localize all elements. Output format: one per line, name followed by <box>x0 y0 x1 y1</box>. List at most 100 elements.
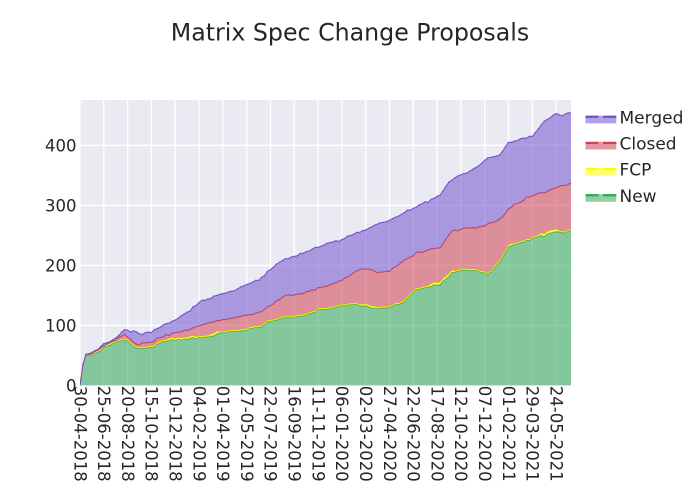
x-tick-label: 01-02-2021 <box>499 386 518 482</box>
y-tick-label: 100 <box>45 316 77 335</box>
point-marker <box>475 166 477 169</box>
point-marker <box>543 120 545 123</box>
point-marker <box>570 112 571 114</box>
point-marker <box>183 313 185 315</box>
point-marker <box>150 331 153 334</box>
point-marker <box>186 311 188 313</box>
point-marker <box>165 322 168 325</box>
point-marker <box>269 268 272 271</box>
x-tick-label: 29-03-2021 <box>523 386 542 482</box>
point-marker <box>257 279 260 282</box>
point-marker <box>335 240 337 242</box>
point-marker <box>82 363 84 366</box>
point-marker <box>350 234 352 237</box>
point-marker <box>498 154 501 156</box>
point-marker <box>219 293 221 295</box>
point-marker <box>469 170 471 172</box>
point-marker <box>231 290 233 292</box>
x-tick-label: 24-05-2021 <box>546 386 565 482</box>
point-marker <box>135 331 138 333</box>
point-marker <box>228 291 230 293</box>
point-marker <box>326 242 328 244</box>
point-marker <box>302 252 304 255</box>
x-tick-label: 17-08-2020 <box>427 386 446 482</box>
legend-label: Closed <box>620 134 677 154</box>
point-marker <box>341 238 343 241</box>
point-marker <box>275 263 278 265</box>
point-marker <box>233 289 236 292</box>
point-marker <box>129 331 132 333</box>
point-marker <box>454 177 456 179</box>
point-marker <box>430 198 432 201</box>
point-marker <box>106 342 108 344</box>
point-marker <box>329 241 331 244</box>
point-marker <box>222 292 224 295</box>
point-marker <box>367 227 370 229</box>
point-marker <box>546 118 548 121</box>
point-marker <box>400 213 403 216</box>
point-marker <box>171 320 173 322</box>
point-marker <box>433 197 435 199</box>
legend: Merged Closed FCP New <box>585 108 683 207</box>
point-marker <box>439 194 441 196</box>
point-marker <box>296 255 298 257</box>
point-marker <box>338 240 340 243</box>
point-marker <box>272 266 275 268</box>
point-marker <box>540 124 542 126</box>
legend-entry-new: New <box>585 187 657 207</box>
x-tick-label: 22-06-2020 <box>404 386 423 482</box>
point-marker <box>156 327 159 330</box>
point-marker <box>311 248 313 250</box>
point-marker <box>94 349 96 352</box>
point-marker <box>513 140 516 142</box>
point-marker <box>537 128 540 130</box>
point-marker <box>126 329 129 332</box>
point-marker <box>558 113 560 116</box>
point-marker <box>391 217 394 220</box>
point-marker <box>177 317 179 319</box>
point-marker <box>141 333 144 336</box>
point-marker <box>519 137 522 140</box>
legend-label: FCP <box>620 161 652 181</box>
point-marker <box>344 237 346 240</box>
point-marker <box>489 156 492 159</box>
point-marker <box>216 294 218 297</box>
point-marker <box>567 112 569 114</box>
point-marker <box>510 141 513 144</box>
x-tick-label: 27-05-2019 <box>237 386 256 482</box>
point-marker <box>109 340 111 343</box>
point-marker <box>117 334 120 337</box>
x-tick-label: 04-02-2019 <box>189 386 208 482</box>
point-marker <box>564 113 566 115</box>
point-marker <box>138 333 141 335</box>
point-marker <box>210 297 212 300</box>
point-marker <box>483 159 486 162</box>
point-marker <box>85 353 87 356</box>
point-marker <box>198 301 200 304</box>
point-marker <box>103 342 105 345</box>
point-marker <box>501 150 504 153</box>
y-axis: 0 100 200 300 400 <box>45 136 77 395</box>
point-marker <box>442 190 444 192</box>
point-marker <box>168 322 171 324</box>
point-marker <box>251 281 254 283</box>
point-marker <box>88 352 90 355</box>
point-marker <box>376 223 379 225</box>
point-marker <box>460 174 462 176</box>
x-tick-label: 22-07-2019 <box>261 386 280 482</box>
point-marker <box>418 204 420 206</box>
x-tick-label: 11-11-2019 <box>308 386 327 482</box>
point-marker <box>317 246 319 249</box>
point-marker <box>97 348 99 351</box>
point-marker <box>147 331 150 333</box>
legend-label: New <box>620 187 657 207</box>
point-marker <box>245 283 248 286</box>
legend-entry-fcp: FCP <box>585 161 652 181</box>
point-marker <box>213 295 215 297</box>
x-tick-label: 06-01-2020 <box>332 386 351 482</box>
point-marker <box>242 285 245 287</box>
point-marker <box>174 319 176 321</box>
point-marker <box>448 181 450 183</box>
point-marker <box>207 298 209 300</box>
point-marker <box>412 207 415 210</box>
